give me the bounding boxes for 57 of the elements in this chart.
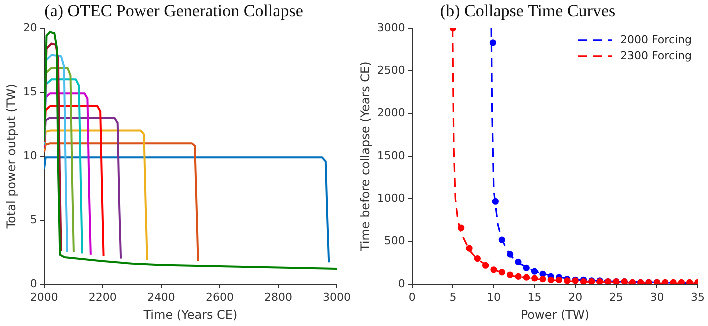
y-tick-label: 5 [30,213,38,226]
point [490,40,496,46]
point [670,279,677,284]
y-tick-label: 0 [30,277,38,290]
y-tick-label: 1500 [377,149,406,162]
x-tick-label: 15 [528,290,542,304]
point [556,276,563,284]
point [523,264,530,272]
point [515,273,522,280]
chart-title: (a) OTEC Power Generation Collapse [44,2,304,21]
point [515,258,522,266]
point [498,269,506,276]
point [540,276,546,283]
x-tick-label: 35 [691,290,705,304]
point [531,268,538,275]
point [482,262,490,269]
legend-label: 2000 Forcing [620,33,692,46]
x-tick-label: 25 [609,290,624,304]
point [662,279,669,284]
point [686,279,694,284]
y-tick-label: 0 [398,277,406,290]
y-tick-label: 3000 [377,21,406,34]
x-tick-label: 5 [450,290,457,304]
point [523,274,530,281]
y-tick-label: 2000 [377,106,406,120]
x-axis-title: Power (TW) [520,308,590,322]
x-tick-label: 30 [650,290,664,304]
x-axis-title: Time (Years CE) [142,308,238,322]
x-tick-label: 2200 [88,290,117,304]
legend-label: 2300 Forcing [620,49,692,62]
point [678,279,685,284]
x-tick-label: 10 [486,290,501,304]
x-tick-label: 2400 [147,290,176,304]
point [458,224,465,232]
y-tick-label: 2500 [377,64,406,77]
point [492,198,499,205]
point [548,276,554,284]
point [498,236,506,244]
x-tick-label: 2800 [264,290,292,304]
y-axis-title: Total power output (TW) [4,84,18,230]
y-tick-label: 20 [23,21,38,34]
y-tick-label: 10 [23,149,38,162]
chart-title: (b) Collapse Time Curves [440,2,616,21]
y-axis-title: Time before collapse (Years CE) [358,62,372,252]
y-tick-label: 15 [23,85,38,98]
y-tick-label: 500 [384,234,406,248]
point [507,272,514,278]
x-tick-label: 3000 [323,290,352,304]
point [507,251,514,258]
x-tick-label: 20 [568,290,583,304]
x-tick-label: 2600 [206,290,234,304]
point [474,256,481,262]
point [466,245,473,252]
x-tick-label: 0 [408,290,416,304]
point [490,266,498,274]
y-tick-label: 1000 [377,192,406,205]
point [531,275,538,282]
